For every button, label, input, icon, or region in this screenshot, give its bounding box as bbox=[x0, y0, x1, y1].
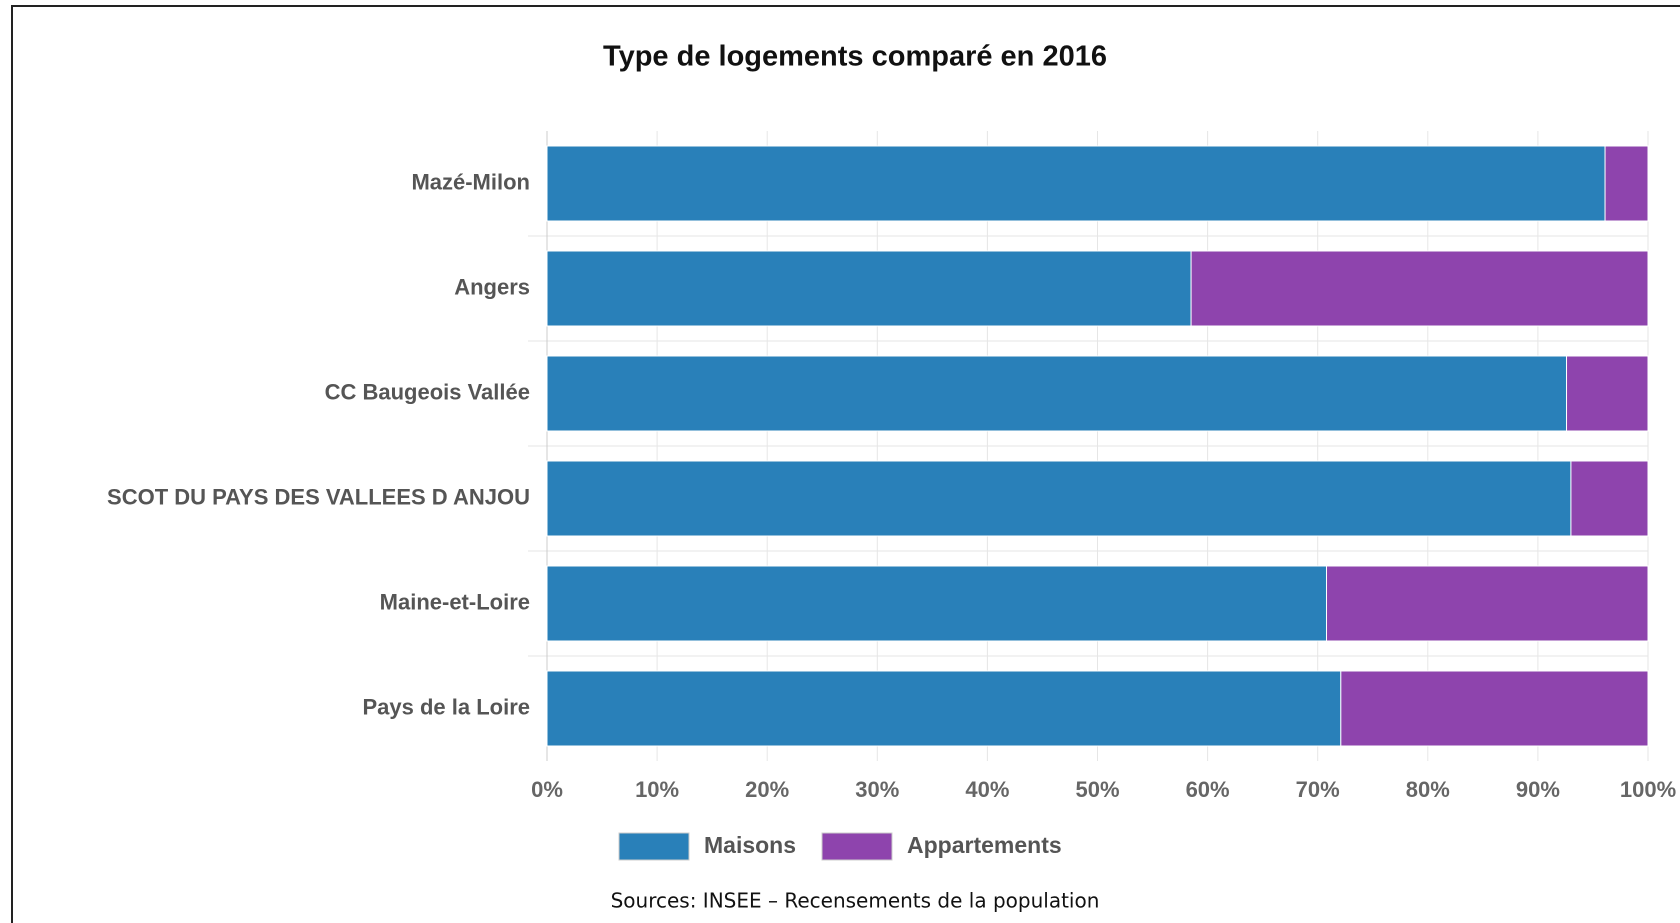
bar bbox=[1604, 145, 1649, 222]
bar bbox=[546, 250, 1192, 327]
bar bbox=[1190, 250, 1649, 327]
bar bbox=[546, 670, 1342, 747]
x-tick-label: 60% bbox=[1186, 777, 1230, 802]
y-tick-label: Angers bbox=[454, 274, 530, 299]
x-tick-label: 80% bbox=[1406, 777, 1450, 802]
y-tick-label: Maine-et-Loire bbox=[380, 589, 530, 614]
legend-swatch bbox=[821, 832, 893, 861]
bar bbox=[1340, 670, 1649, 747]
legend-swatch bbox=[618, 832, 690, 861]
bar bbox=[546, 145, 1606, 222]
chart-title: Type de logements comparé en 2016 bbox=[603, 41, 1107, 73]
x-tick-label: 70% bbox=[1296, 777, 1340, 802]
bar bbox=[1326, 565, 1649, 642]
x-tick-label: 10% bbox=[635, 777, 679, 802]
x-tick-label: 40% bbox=[965, 777, 1009, 802]
bar bbox=[1566, 355, 1649, 432]
bar bbox=[546, 565, 1328, 642]
x-tick-label: 20% bbox=[745, 777, 789, 802]
x-tick-label: 100% bbox=[1620, 777, 1676, 802]
bar bbox=[546, 355, 1568, 432]
y-tick-label: Pays de la Loire bbox=[362, 694, 530, 719]
x-tick-label: 90% bbox=[1516, 777, 1560, 802]
y-tick-label: Mazé-Milon bbox=[411, 169, 530, 194]
y-tick-label: CC Baugeois Vallée bbox=[325, 379, 530, 404]
x-tick-label: 50% bbox=[1075, 777, 1119, 802]
legend-label: Appartements bbox=[907, 832, 1062, 858]
source: Sources: INSEE – Recensements de la popu… bbox=[611, 889, 1100, 913]
x-tick-label: 30% bbox=[855, 777, 899, 802]
bar bbox=[546, 460, 1572, 537]
x-tick-label: 0% bbox=[531, 777, 563, 802]
bar bbox=[1570, 460, 1649, 537]
legend-label: Maisons bbox=[704, 832, 796, 858]
y-tick-label: SCOT DU PAYS DES VALLEES D ANJOU bbox=[107, 484, 530, 509]
